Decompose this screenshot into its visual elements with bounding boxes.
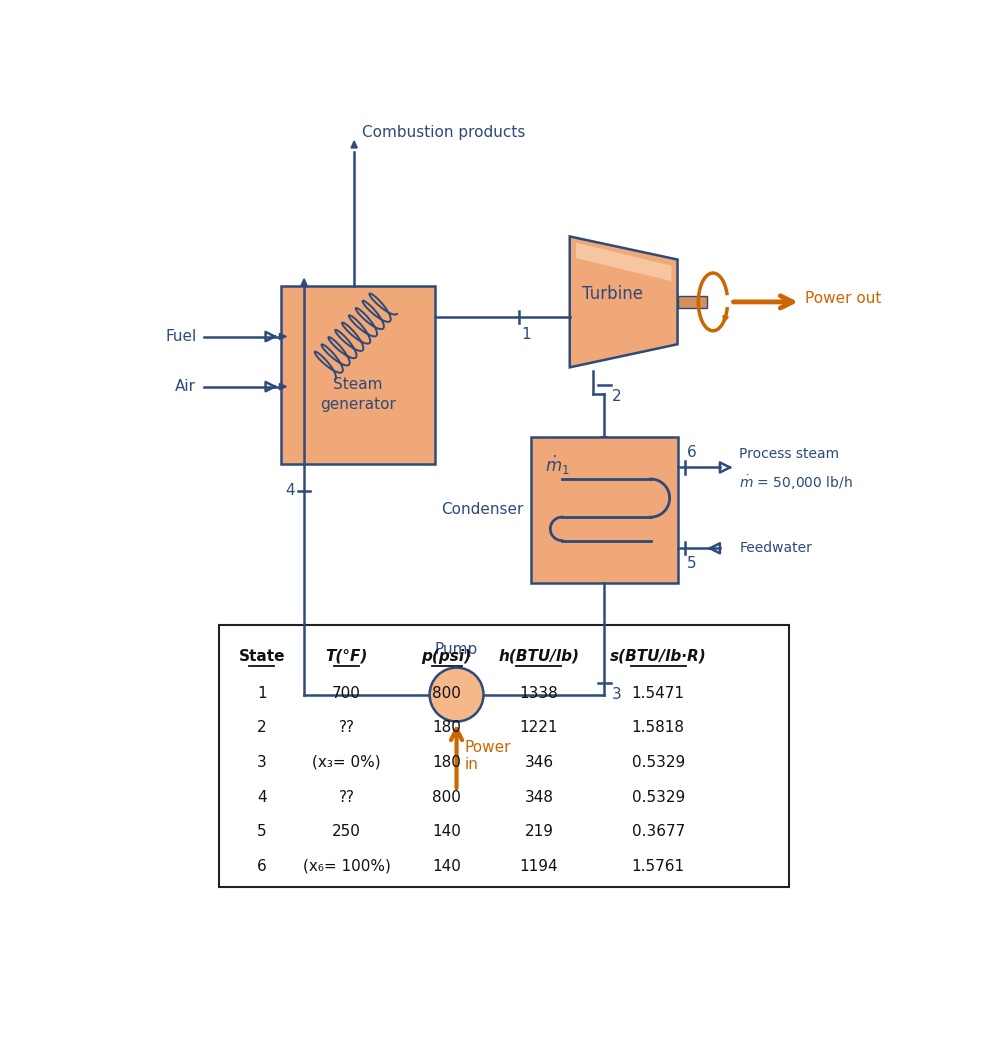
Text: 140: 140 <box>432 824 461 839</box>
Text: 1: 1 <box>522 327 531 341</box>
Text: 4: 4 <box>285 483 295 498</box>
Polygon shape <box>576 242 671 281</box>
Text: (x₃= 0%): (x₃= 0%) <box>312 755 380 770</box>
Text: Fuel: Fuel <box>165 329 196 344</box>
Text: 180: 180 <box>432 755 461 770</box>
Text: 6: 6 <box>257 859 267 874</box>
Polygon shape <box>723 315 728 322</box>
Polygon shape <box>301 279 307 286</box>
Text: h(BTU/lb): h(BTU/lb) <box>498 649 580 664</box>
Text: Combustion products: Combustion products <box>362 125 525 140</box>
Text: Condenser: Condenser <box>441 502 524 517</box>
Bar <box>531 437 677 583</box>
Polygon shape <box>280 334 287 340</box>
Text: 800: 800 <box>432 685 461 701</box>
Polygon shape <box>280 384 287 390</box>
Text: 1338: 1338 <box>520 685 559 701</box>
Text: Pump: Pump <box>435 642 478 657</box>
Polygon shape <box>602 437 608 444</box>
Text: T(°F): T(°F) <box>326 649 368 664</box>
Text: Feedwater: Feedwater <box>739 541 812 555</box>
Text: ??: ?? <box>339 721 355 735</box>
Polygon shape <box>570 236 677 367</box>
Text: State: State <box>238 649 285 664</box>
Bar <box>677 295 707 308</box>
Text: 348: 348 <box>525 789 554 805</box>
Text: s(BTU/lb·R): s(BTU/lb·R) <box>610 649 707 664</box>
Text: 1221: 1221 <box>520 721 558 735</box>
Text: $\dot{m}$ = 50,000 lb/h: $\dot{m}$ = 50,000 lb/h <box>739 473 853 492</box>
Text: 0.5329: 0.5329 <box>631 755 685 770</box>
Text: 5: 5 <box>257 824 267 839</box>
Text: 5: 5 <box>687 556 696 571</box>
Text: 2: 2 <box>613 389 622 404</box>
Text: Process steam: Process steam <box>739 447 840 462</box>
Bar <box>219 625 789 887</box>
Text: Power
in: Power in <box>464 740 511 773</box>
Text: 140: 140 <box>432 859 461 874</box>
Text: 1194: 1194 <box>520 859 558 874</box>
Text: 219: 219 <box>525 824 554 839</box>
Text: 4: 4 <box>257 789 267 805</box>
Text: 800: 800 <box>432 789 461 805</box>
Text: 1.5818: 1.5818 <box>631 721 685 735</box>
Text: 3: 3 <box>613 686 622 702</box>
Text: 250: 250 <box>332 824 361 839</box>
Text: 3: 3 <box>257 755 267 770</box>
Text: Power out: Power out <box>805 290 881 306</box>
Text: 700: 700 <box>332 685 361 701</box>
Text: p(psi): p(psi) <box>421 649 471 664</box>
Polygon shape <box>351 141 358 148</box>
Text: Air: Air <box>175 380 196 394</box>
Text: 1.5471: 1.5471 <box>631 685 685 701</box>
Text: (x₆= 100%): (x₆= 100%) <box>303 859 390 874</box>
Text: 0.3677: 0.3677 <box>631 824 685 839</box>
Text: 180: 180 <box>432 721 461 735</box>
Text: $\dot{m}_1$: $\dot{m}_1$ <box>545 453 570 476</box>
Text: Turbine: Turbine <box>582 285 642 304</box>
Text: 1: 1 <box>257 685 267 701</box>
Text: ??: ?? <box>339 789 355 805</box>
Circle shape <box>429 668 483 722</box>
Text: 6: 6 <box>687 445 696 460</box>
Text: Steam
generator: Steam generator <box>320 376 396 412</box>
Text: 0.5329: 0.5329 <box>631 789 685 805</box>
Text: 346: 346 <box>524 755 554 770</box>
Text: 1.5761: 1.5761 <box>631 859 685 874</box>
Bar <box>281 286 435 464</box>
Text: 2: 2 <box>257 721 267 735</box>
